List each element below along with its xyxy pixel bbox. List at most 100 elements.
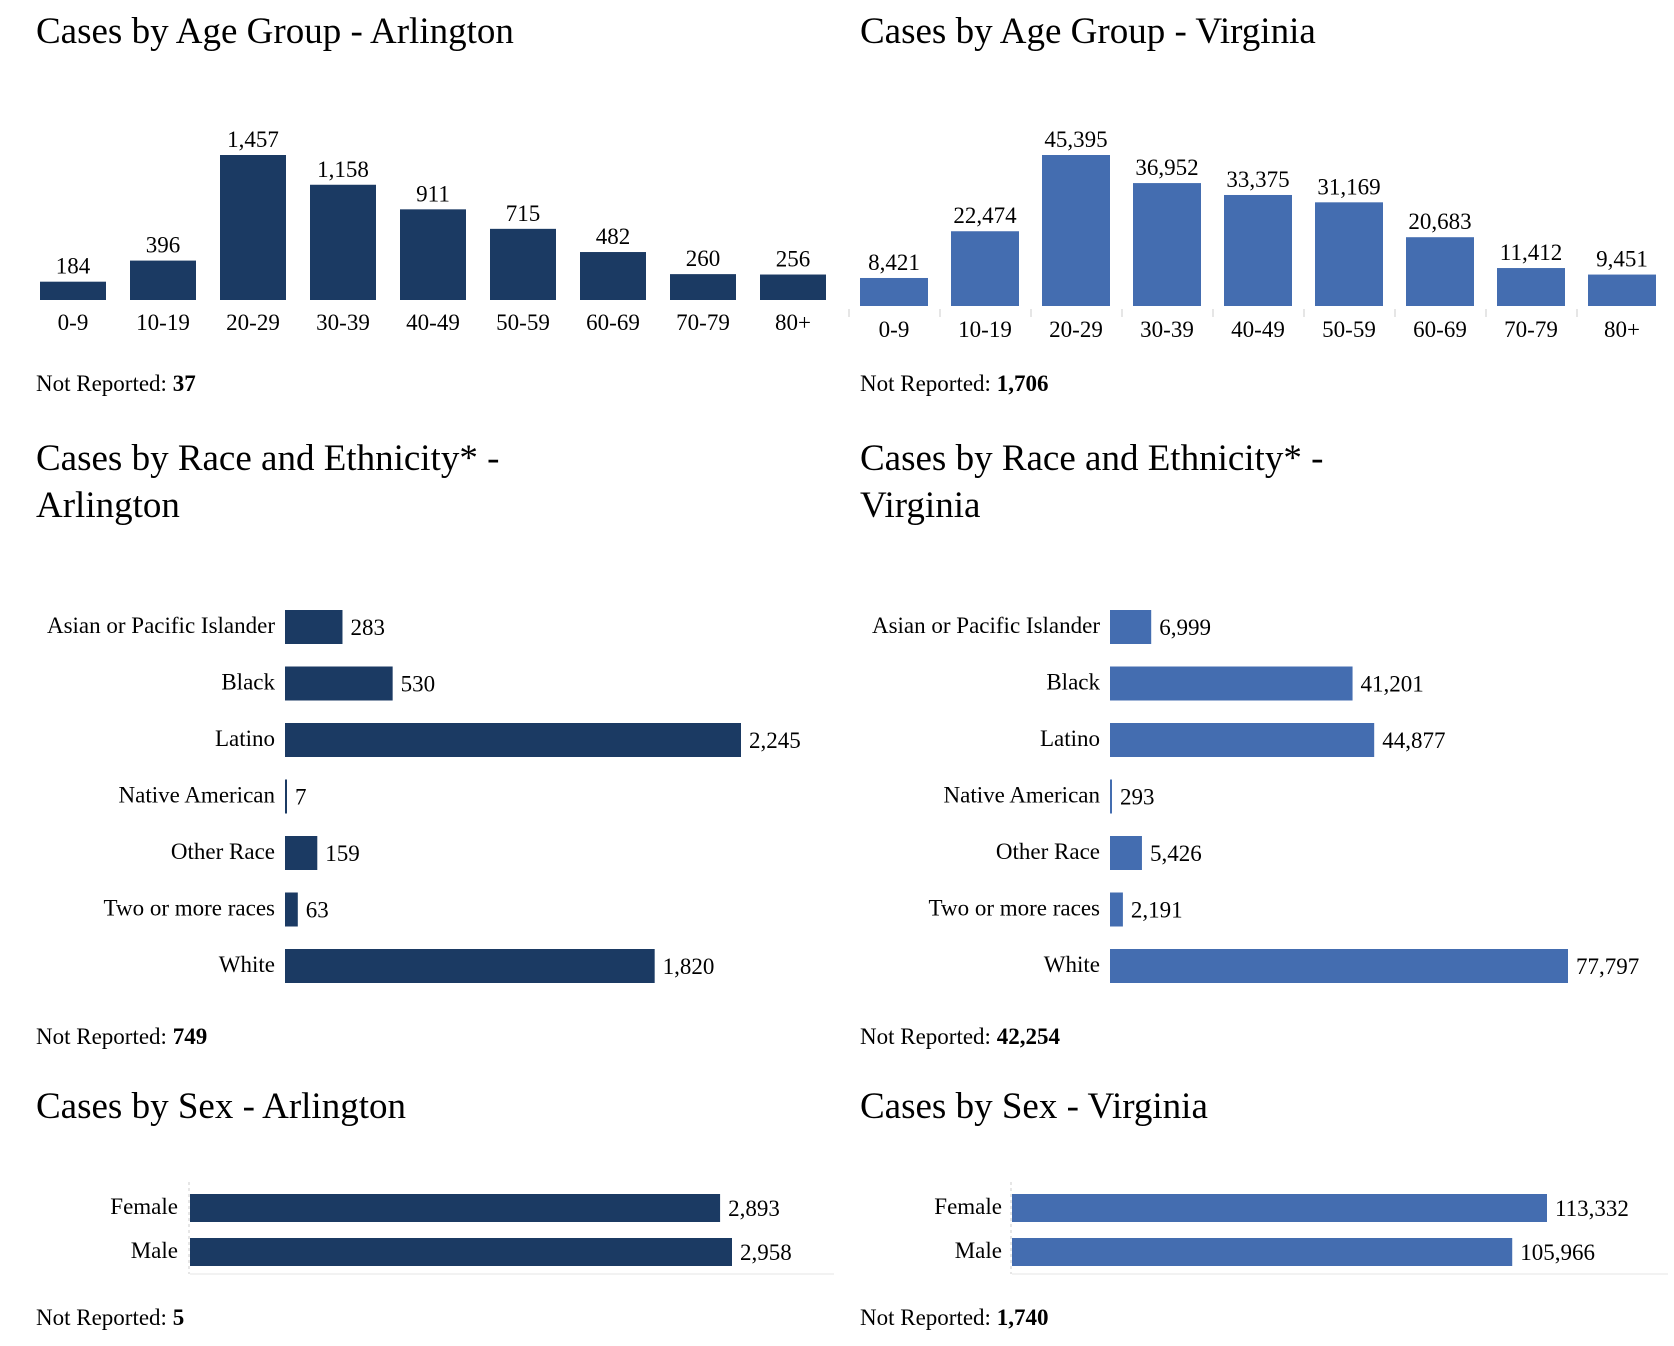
age-virginia-chart: 8,421 0-9 22,474 10-19 45,395 20-29 36,952 30-3… xyxy=(848,127,1656,342)
not-reported-label: Not Reported: xyxy=(36,371,167,396)
data-label: 2,245 xyxy=(749,728,801,753)
y-category-label: Latino xyxy=(215,726,275,751)
y-category-label: Black xyxy=(1046,670,1100,695)
data-label: 2,191 xyxy=(1131,898,1183,923)
data-label: 911 xyxy=(416,181,450,206)
not-reported-label: Not Reported: xyxy=(860,1305,991,1330)
sex-virginia-chart: 113,332 Female 105,966 Male xyxy=(934,1182,1668,1275)
data-label: 5,426 xyxy=(1150,841,1202,866)
y-category-label: Native American xyxy=(119,783,276,808)
data-label: 9,451 xyxy=(1596,247,1648,272)
data-label: 41,201 xyxy=(1361,672,1424,697)
data-label: 63 xyxy=(306,898,329,923)
data-label: 33,375 xyxy=(1226,167,1289,192)
data-label: 260 xyxy=(686,246,721,271)
bar-native-american xyxy=(285,779,287,814)
bar-0-9 xyxy=(40,281,106,300)
bar-30-39 xyxy=(310,184,376,300)
bar-native-american xyxy=(1110,779,1112,814)
bar-asian-or-pacific-islander xyxy=(285,610,343,644)
bar-80+ xyxy=(1588,274,1656,306)
bar-male xyxy=(190,1238,732,1266)
data-label: 8,421 xyxy=(868,250,920,275)
bar-latino xyxy=(285,723,741,757)
race-arlington-chart: 283 Asian or Pacific Islander 530 Black 2,24… xyxy=(47,610,801,983)
x-tick-label: 30-39 xyxy=(1140,317,1194,342)
sex-arlington-not-reported: Not Reported: 5 xyxy=(36,1304,184,1332)
not-reported-value: 749 xyxy=(172,1024,208,1049)
x-tick-label: 60-69 xyxy=(586,310,640,335)
y-category-label: Other Race xyxy=(996,839,1100,864)
bar-latino xyxy=(1110,723,1375,757)
bar-50-59 xyxy=(1315,202,1383,306)
y-category-label: Asian or Pacific Islander xyxy=(872,613,1100,638)
title-line-2: Arlington xyxy=(36,485,180,526)
x-tick-label: 80+ xyxy=(775,310,811,335)
x-tick-label: 10-19 xyxy=(136,310,190,335)
bar-20-29 xyxy=(220,155,286,300)
data-label: 1,820 xyxy=(663,954,715,979)
bar-two-or-more-races xyxy=(1110,892,1123,927)
y-category-label: White xyxy=(219,952,275,977)
y-category-label: Two or more races xyxy=(104,896,276,921)
x-tick-label: 0-9 xyxy=(879,317,910,342)
data-label: 184 xyxy=(56,254,91,279)
not-reported-label: Not Reported: xyxy=(860,1024,991,1049)
data-label: 22,474 xyxy=(953,203,1017,228)
not-reported-value: 5 xyxy=(172,1305,185,1330)
bar-other-race xyxy=(1110,836,1142,870)
x-tick-label: 80+ xyxy=(1604,317,1640,342)
y-category-label: Black xyxy=(221,670,275,695)
title-line-1: Cases by Race and Ethnicity* - xyxy=(36,438,500,479)
data-label: 7 xyxy=(295,785,307,810)
x-tick-label: 70-79 xyxy=(676,310,730,335)
bar-40-49 xyxy=(400,209,466,300)
age-virginia-not-reported: Not Reported: 1,706 xyxy=(860,370,1048,398)
race-virginia-title: Cases by Race and Ethnicity* - Virginia xyxy=(860,435,1323,529)
y-category-label: Male xyxy=(955,1238,1002,1263)
sex-virginia-title: Cases by Sex - Virginia xyxy=(860,1086,1208,1127)
bar-40-49 xyxy=(1224,194,1292,306)
y-category-label: Other Race xyxy=(171,839,275,864)
age-virginia-title: Cases by Age Group - Virginia xyxy=(860,11,1316,52)
race-virginia-chart: 6,999 Asian or Pacific Islander 41,201 Blac… xyxy=(872,610,1639,983)
x-tick-label: 40-49 xyxy=(406,310,460,335)
x-tick-label: 60-69 xyxy=(1413,317,1467,342)
data-label: 715 xyxy=(506,201,541,226)
bar-10-19 xyxy=(130,260,196,300)
bar-30-39 xyxy=(1133,183,1201,306)
data-label: 36,952 xyxy=(1135,155,1198,180)
bar-10-19 xyxy=(951,231,1019,306)
data-label: 20,683 xyxy=(1408,209,1471,234)
y-category-label: White xyxy=(1044,952,1100,977)
data-label: 530 xyxy=(401,672,436,697)
y-category-label: Asian or Pacific Islander xyxy=(47,613,275,638)
data-label: 256 xyxy=(776,247,811,272)
data-label: 2,958 xyxy=(740,1240,792,1265)
x-tick-label: 0-9 xyxy=(58,310,89,335)
race-virginia-not-reported: Not Reported: 42,254 xyxy=(860,1023,1060,1051)
bar-70-79 xyxy=(1497,268,1565,306)
data-label: 11,412 xyxy=(1500,240,1562,265)
race-arlington-not-reported: Not Reported: 749 xyxy=(36,1023,207,1051)
bar-male xyxy=(1012,1238,1513,1266)
title-line-1: Cases by Race and Ethnicity* - xyxy=(860,438,1324,479)
bar-60-69 xyxy=(580,252,646,300)
data-label: 105,966 xyxy=(1520,1240,1595,1265)
sex-arlington-title: Cases by Sex - Arlington xyxy=(36,1086,406,1127)
data-label: 44,877 xyxy=(1382,728,1445,753)
sex-arlington-chart: 2,893 Female 2,958 Male xyxy=(110,1182,834,1275)
age-arlington-not-reported: Not Reported: 37 xyxy=(36,370,196,398)
bar-70-79 xyxy=(670,274,736,300)
data-label: 1,158 xyxy=(317,157,369,182)
x-tick-label: 10-19 xyxy=(958,317,1012,342)
not-reported-label: Not Reported: xyxy=(36,1024,167,1049)
y-category-label: Female xyxy=(934,1194,1002,1219)
data-label: 6,999 xyxy=(1159,615,1211,640)
y-category-label: Latino xyxy=(1040,726,1100,751)
sex-virginia-not-reported: Not Reported: 1,740 xyxy=(860,1304,1048,1332)
bar-50-59 xyxy=(490,228,556,300)
bar-60-69 xyxy=(1406,237,1474,306)
x-tick-label: 70-79 xyxy=(1504,317,1558,342)
data-label: 31,169 xyxy=(1317,174,1380,199)
